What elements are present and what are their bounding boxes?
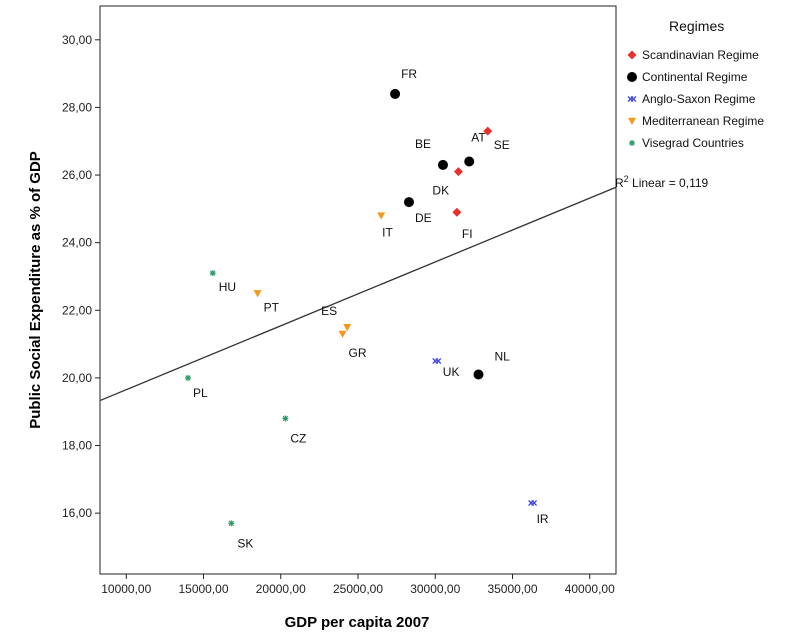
- plot-area: [99, 5, 617, 575]
- legend-marker: [628, 117, 636, 125]
- legend-entry: Mediterranean Regime: [642, 114, 764, 128]
- point-labels: SE DK FI FR BE AT DE NL UK IR IT PT ES GR HU PL CZ SK: [193, 67, 549, 550]
- legend-title: Regimes: [669, 18, 724, 34]
- data-point: [209, 270, 216, 277]
- point-label: UK: [443, 365, 460, 379]
- point-label: CZ: [290, 431, 306, 445]
- y-axis-title: Public Social Expenditure as % of GDP: [27, 151, 44, 429]
- x-tick-label: 15000,00: [178, 582, 228, 596]
- data-point: [483, 126, 493, 136]
- data-point: [403, 197, 414, 208]
- y-tick-label: 16,00: [62, 506, 92, 520]
- legend-marker: [627, 72, 637, 82]
- point-label: HU: [219, 280, 236, 294]
- x-tick-label: 40000,00: [565, 582, 615, 596]
- x-tick-label: 25000,00: [333, 582, 383, 596]
- point-label: DK: [432, 184, 449, 198]
- data-point: [473, 369, 484, 380]
- point-label: DE: [415, 211, 432, 225]
- fit-line-label: R2 Linear = 0,119: [615, 174, 709, 190]
- y-tick-label: 24,00: [62, 236, 92, 250]
- legend: Regimes Scandinavian Regime Continental R…: [627, 18, 764, 150]
- point-label: SK: [237, 536, 253, 550]
- point-label: IT: [382, 226, 393, 240]
- data-point: [432, 358, 442, 364]
- x-tick-label: 20000,00: [256, 582, 306, 596]
- point-label: PT: [264, 300, 280, 314]
- legend-entry: Anglo-Saxon Regime: [642, 92, 756, 106]
- point-label: GR: [349, 346, 367, 360]
- y-tick-label: 30,00: [62, 33, 92, 47]
- point-label: FI: [462, 227, 473, 241]
- y-tick-label: 28,00: [62, 100, 92, 114]
- point-label: IR: [537, 512, 549, 526]
- data-point: [452, 207, 462, 217]
- point-label: NL: [495, 350, 511, 364]
- data-points: [185, 88, 538, 527]
- y-tick-label: 22,00: [62, 303, 92, 317]
- y-tick-label: 26,00: [62, 168, 92, 182]
- data-point: [464, 156, 475, 167]
- x-axis: 10000,00 15000,00 20000,00 25000,00 30000,00…: [101, 574, 615, 596]
- data-point: [377, 212, 386, 220]
- y-tick-label: 20,00: [62, 371, 92, 385]
- point-label: AT: [471, 131, 486, 145]
- data-point: [228, 520, 235, 527]
- x-axis-title: GDP per capita 2007: [285, 614, 430, 631]
- fit-line-group: R2 Linear = 0,119: [99, 174, 709, 402]
- legend-marker: [627, 96, 637, 102]
- legend-marker: [629, 140, 635, 146]
- data-point: [528, 500, 538, 506]
- point-label: BE: [415, 137, 431, 151]
- data-point: [453, 167, 463, 177]
- legend-entry: Continental Regime: [642, 70, 748, 84]
- data-point: [343, 323, 352, 332]
- data-point: [253, 290, 262, 298]
- point-label: SE: [494, 138, 510, 152]
- data-point: [338, 330, 347, 338]
- data-point: [390, 88, 401, 99]
- legend-marker: [627, 50, 637, 60]
- data-point: [282, 415, 289, 422]
- linear-fit-line: [99, 186, 617, 402]
- point-label: FR: [401, 67, 417, 81]
- y-tick-label: 18,00: [62, 439, 92, 453]
- data-point: [437, 159, 448, 170]
- point-label: PL: [193, 386, 208, 400]
- x-tick-label: 30000,00: [410, 582, 460, 596]
- data-point: [185, 374, 192, 381]
- x-tick-label: 35000,00: [487, 582, 537, 596]
- x-tick-label: 10000,00: [101, 582, 151, 596]
- plot-frame: [99, 5, 617, 575]
- legend-entry: Visegrad Countries: [642, 136, 744, 150]
- legend-entry: Scandinavian Regime: [642, 48, 759, 62]
- point-label: ES: [321, 304, 337, 318]
- y-axis: 16,00 18,00 20,00 22,00 24,00 26,00 28,00 30,00: [62, 33, 100, 520]
